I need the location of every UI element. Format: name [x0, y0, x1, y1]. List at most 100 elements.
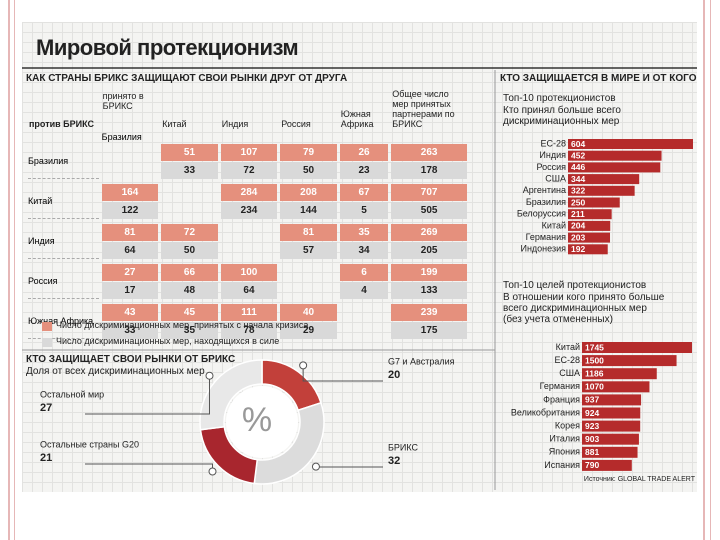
- empty-cell: [102, 144, 159, 161]
- value-label: 937: [585, 395, 599, 405]
- category-label: Китай: [542, 220, 566, 230]
- cell: 100: [220, 264, 278, 281]
- empty-cell: [161, 202, 218, 219]
- frame-line: [710, 0, 711, 540]
- spacer: [280, 131, 337, 143]
- spacer: [221, 131, 278, 143]
- bar: [582, 394, 642, 406]
- cell: 81: [280, 224, 337, 241]
- gap-row: [28, 300, 467, 303]
- cell: 43: [101, 304, 159, 321]
- empty-cell: [221, 224, 278, 241]
- bar: [568, 197, 620, 208]
- cell: 40: [280, 304, 337, 321]
- gap-row: [28, 220, 467, 223]
- value-label: 192: [571, 244, 585, 254]
- value-label: 790: [585, 460, 599, 470]
- cell: 6: [339, 264, 389, 281]
- cell: 505: [391, 202, 467, 219]
- value-label: 604: [571, 139, 585, 149]
- column-header: Индия: [221, 119, 249, 129]
- bar: [582, 446, 638, 458]
- spacer: [28, 260, 99, 263]
- empty-cell: [340, 322, 388, 339]
- chart-title: Топ-10 целей протекционистов: [503, 280, 647, 291]
- chart-subtitle: Доля от всех дискриминационных мер: [26, 366, 205, 377]
- cell: 4: [339, 282, 389, 299]
- column-header: Россия: [281, 119, 311, 129]
- chart-title: КТО ЗАЩИЩАЕТ СВОИ РЫНКИ ОТ БРИКС: [26, 354, 236, 365]
- cell: 48: [161, 282, 218, 299]
- cell: 178: [391, 162, 467, 179]
- slice-value: 21: [40, 452, 52, 464]
- value-label: 903: [585, 434, 599, 444]
- category-label: Великобритания: [511, 407, 580, 417]
- bar: [582, 368, 657, 380]
- cell: 707: [391, 184, 467, 201]
- cell: 269: [391, 224, 467, 241]
- cell: 35: [161, 322, 218, 339]
- connector: [85, 463, 214, 472]
- column-header: Южная Африка: [340, 109, 374, 129]
- bar: [582, 420, 641, 432]
- slice-value: 27: [40, 402, 52, 414]
- category-label: Франция: [543, 394, 580, 404]
- table-row: 64 50 57 34 205: [28, 242, 467, 259]
- spacer: [28, 131, 99, 143]
- header-row: против БРИКС принято в БРИКС Китай Индия Рос…: [28, 85, 467, 130]
- value-label: 344: [571, 174, 585, 184]
- chart-subtitle: В отношении кого принято больше всего ди…: [503, 292, 665, 325]
- cell: 208: [280, 184, 337, 201]
- slice-label: Остальной мир: [40, 389, 104, 399]
- category-label: США: [545, 173, 566, 183]
- slice-label: G7 и Австралия: [388, 356, 455, 366]
- column-header: Китай: [162, 119, 187, 129]
- cell: 29: [280, 322, 337, 339]
- connector-dot: [311, 462, 320, 471]
- category-label: Корея: [555, 420, 580, 430]
- empty-cell: [280, 264, 337, 281]
- table-row: 17 48 64 4 133: [28, 282, 467, 299]
- table-row: 33 35 78 29 175: [28, 322, 467, 339]
- spacer: [28, 220, 99, 223]
- value-label: 250: [571, 197, 585, 207]
- legend-swatch: [42, 338, 52, 347]
- bar: [568, 174, 640, 185]
- row-header: Южная Африка: [28, 304, 99, 339]
- value-label: 1070: [585, 382, 604, 392]
- donut-hole: [226, 386, 298, 458]
- row-header: Индия: [28, 224, 99, 259]
- bar: [568, 139, 693, 149]
- value-label: 1500: [585, 355, 604, 365]
- category-label: Бразилия: [526, 197, 566, 207]
- row-header: Китай: [28, 184, 99, 219]
- value-label: 452: [571, 150, 585, 160]
- cell: 27: [101, 264, 159, 281]
- cell: 23: [339, 162, 389, 179]
- slice-value: 32: [388, 455, 400, 467]
- frame-line: [14, 0, 15, 540]
- empty-cell: [221, 242, 278, 259]
- value-label: 203: [571, 232, 585, 242]
- slice-label: Остальные страны G20: [40, 439, 139, 449]
- frame-line: [703, 0, 705, 540]
- legend-label: Число дискриминационных мер, находящихся…: [56, 336, 280, 346]
- category-label: Россия: [536, 162, 566, 172]
- category-label: Италия: [549, 434, 580, 444]
- connector-dot: [299, 361, 308, 370]
- cell: 111: [220, 304, 278, 321]
- cell: 33: [101, 322, 159, 339]
- cell: 175: [391, 322, 467, 339]
- category-label: Германия: [540, 381, 580, 391]
- cell: 34: [339, 242, 389, 259]
- bar: [582, 355, 677, 367]
- bar: [568, 244, 608, 255]
- category-label: Япония: [549, 447, 580, 457]
- bar: [568, 220, 611, 231]
- value-label: 924: [585, 408, 599, 418]
- bar: [568, 185, 635, 196]
- cell: 64: [220, 282, 278, 299]
- value-label: 923: [585, 421, 599, 431]
